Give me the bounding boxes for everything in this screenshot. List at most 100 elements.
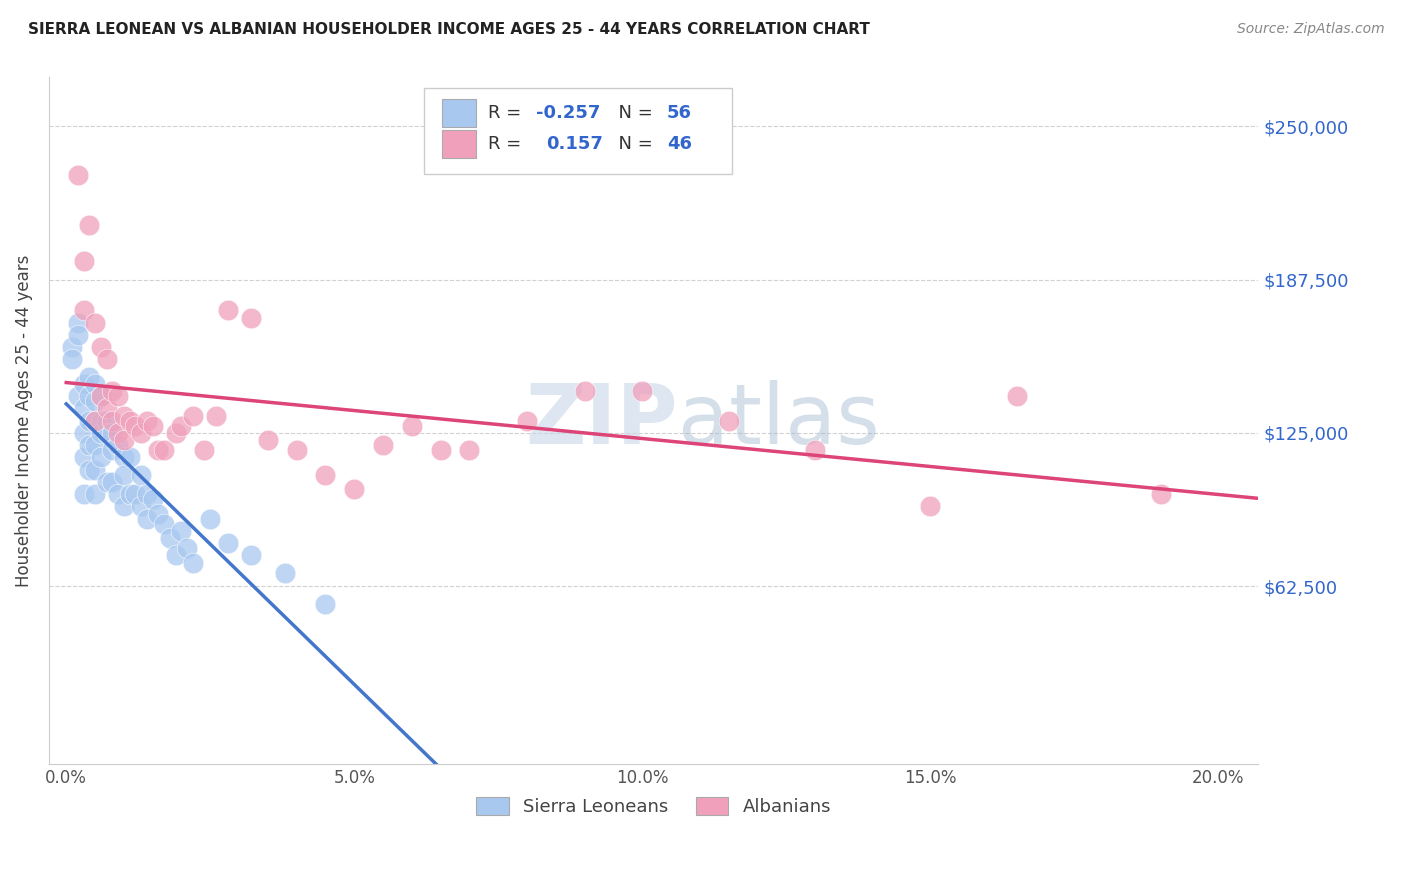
- Point: [717, 414, 740, 428]
- Point: [142, 418, 165, 433]
- Point: [79, 369, 101, 384]
- Point: [79, 438, 101, 452]
- Point: [159, 531, 181, 545]
- Point: [239, 549, 262, 563]
- Text: -0.257: -0.257: [537, 104, 600, 122]
- Point: [107, 389, 129, 403]
- Point: [84, 414, 107, 428]
- Point: [96, 401, 118, 416]
- Point: [90, 389, 112, 403]
- Point: [153, 516, 176, 531]
- Point: [79, 463, 101, 477]
- Point: [135, 511, 157, 525]
- Point: [84, 394, 107, 409]
- Point: [129, 500, 152, 514]
- Point: [90, 425, 112, 440]
- Point: [165, 549, 187, 563]
- Point: [90, 450, 112, 465]
- Point: [135, 487, 157, 501]
- Point: [239, 310, 262, 325]
- Text: SIERRA LEONEAN VS ALBANIAN HOUSEHOLDER INCOME AGES 25 - 44 YEARS CORRELATION CHA: SIERRA LEONEAN VS ALBANIAN HOUSEHOLDER I…: [28, 22, 870, 37]
- Point: [101, 443, 124, 458]
- Point: [72, 376, 94, 391]
- Point: [205, 409, 228, 423]
- Point: [458, 443, 481, 458]
- Point: [66, 169, 89, 183]
- Point: [107, 425, 129, 440]
- Point: [217, 303, 239, 318]
- Point: [112, 450, 135, 465]
- Point: [804, 443, 827, 458]
- Point: [129, 467, 152, 482]
- Point: [72, 425, 94, 440]
- Point: [72, 303, 94, 318]
- Point: [96, 475, 118, 489]
- Point: [60, 340, 83, 354]
- Point: [401, 418, 423, 433]
- Point: [101, 414, 124, 428]
- Point: [1149, 487, 1171, 501]
- FancyBboxPatch shape: [441, 99, 475, 127]
- Point: [256, 434, 278, 448]
- Point: [96, 352, 118, 367]
- Point: [90, 340, 112, 354]
- Text: 0.157: 0.157: [546, 135, 603, 153]
- Point: [170, 418, 193, 433]
- Point: [112, 467, 135, 482]
- Point: [118, 450, 141, 465]
- Point: [631, 384, 654, 399]
- Point: [96, 425, 118, 440]
- Text: atlas: atlas: [678, 380, 880, 461]
- Text: R =: R =: [488, 135, 533, 153]
- Point: [112, 434, 135, 448]
- Point: [90, 414, 112, 428]
- Point: [66, 389, 89, 403]
- Text: N =: N =: [606, 104, 658, 122]
- Point: [101, 425, 124, 440]
- Point: [72, 401, 94, 416]
- Point: [217, 536, 239, 550]
- Text: 56: 56: [666, 104, 692, 122]
- Text: ZIP: ZIP: [526, 380, 678, 461]
- Point: [176, 541, 198, 555]
- Point: [66, 316, 89, 330]
- Point: [84, 316, 107, 330]
- Point: [343, 483, 366, 497]
- Point: [274, 566, 297, 580]
- Point: [118, 414, 141, 428]
- Point: [72, 487, 94, 501]
- Y-axis label: Householder Income Ages 25 - 44 years: Householder Income Ages 25 - 44 years: [15, 254, 32, 587]
- Point: [112, 409, 135, 423]
- Legend: Sierra Leoneans, Albanians: Sierra Leoneans, Albanians: [470, 789, 838, 823]
- Point: [72, 450, 94, 465]
- Point: [124, 418, 146, 433]
- Point: [101, 475, 124, 489]
- Point: [66, 327, 89, 342]
- Point: [84, 487, 107, 501]
- Point: [371, 438, 394, 452]
- Point: [107, 487, 129, 501]
- Point: [148, 443, 170, 458]
- Text: Source: ZipAtlas.com: Source: ZipAtlas.com: [1237, 22, 1385, 37]
- Point: [181, 409, 204, 423]
- Point: [135, 414, 157, 428]
- Point: [79, 218, 101, 232]
- Point: [90, 389, 112, 403]
- Point: [165, 425, 187, 440]
- Point: [124, 487, 146, 501]
- Point: [142, 492, 165, 507]
- Text: R =: R =: [488, 104, 527, 122]
- Point: [96, 414, 118, 428]
- FancyBboxPatch shape: [425, 87, 733, 174]
- FancyBboxPatch shape: [441, 130, 475, 158]
- Point: [112, 500, 135, 514]
- Point: [60, 352, 83, 367]
- Point: [107, 438, 129, 452]
- Point: [129, 425, 152, 440]
- Point: [429, 443, 451, 458]
- Point: [72, 254, 94, 268]
- Point: [153, 443, 176, 458]
- Point: [314, 467, 336, 482]
- Point: [920, 500, 942, 514]
- Point: [79, 414, 101, 428]
